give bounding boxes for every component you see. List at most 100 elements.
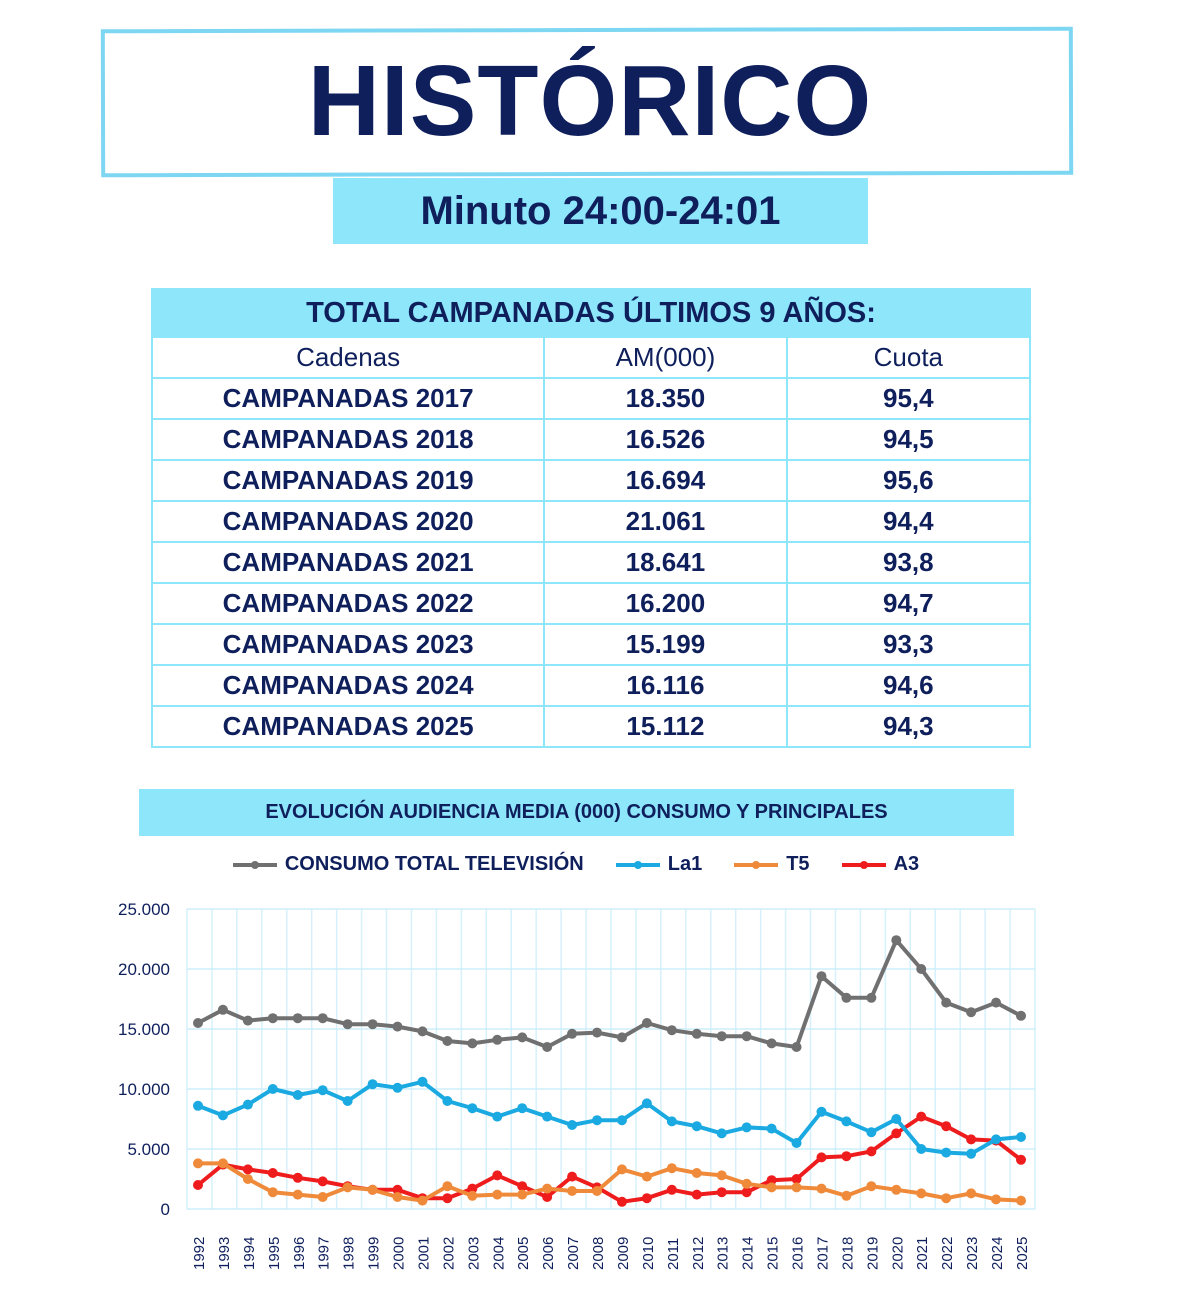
data-point xyxy=(766,1182,777,1193)
data-point xyxy=(217,1158,228,1169)
data-point xyxy=(716,1187,727,1198)
data-point xyxy=(941,1147,952,1158)
x-tick-label: 2008 xyxy=(590,1237,607,1270)
data-point xyxy=(417,1076,428,1087)
data-point xyxy=(217,1110,228,1121)
data-point xyxy=(891,935,902,946)
data-point xyxy=(941,1193,952,1204)
data-point xyxy=(517,1181,528,1192)
data-point xyxy=(866,1146,877,1157)
data-point xyxy=(217,1004,228,1015)
data-point xyxy=(1016,1010,1026,1021)
data-point xyxy=(641,1098,652,1109)
legend-marker xyxy=(615,860,660,869)
x-tick-label: 2018 xyxy=(839,1237,856,1270)
data-point xyxy=(991,997,1002,1008)
data-point xyxy=(467,1190,478,1201)
data-point xyxy=(267,1013,278,1024)
data-point xyxy=(193,1180,203,1190)
cuota-cell: 95,6 xyxy=(785,459,1032,502)
data-point xyxy=(691,1189,702,1200)
data-point xyxy=(592,1115,603,1126)
am-cell: 18.350 xyxy=(543,377,788,420)
am-cell: 16.694 xyxy=(543,459,788,502)
data-point xyxy=(691,1168,702,1178)
cadena-cell: CAMPANADAS 2020 xyxy=(150,500,546,543)
x-tick-label: 2019 xyxy=(864,1237,881,1270)
cuota-cell: 95,4 xyxy=(785,377,1032,420)
cuota-cell: 94,7 xyxy=(785,582,1032,625)
data-point xyxy=(816,1152,827,1163)
data-point xyxy=(567,1186,578,1196)
legend-label: La1 xyxy=(667,853,703,875)
data-point xyxy=(866,992,877,1003)
data-point xyxy=(367,1184,378,1195)
data-point xyxy=(716,1128,727,1139)
am-cell: 15.112 xyxy=(543,705,788,748)
data-point xyxy=(666,1116,677,1127)
data-point xyxy=(242,1174,253,1184)
data-point xyxy=(267,1187,278,1198)
cuota-cell: 94,4 xyxy=(785,500,1032,543)
data-point xyxy=(392,1184,403,1195)
am-cell: 18.641 xyxy=(543,541,788,584)
data-point xyxy=(517,1032,528,1043)
data-point xyxy=(417,1195,428,1206)
data-point xyxy=(941,997,952,1008)
data-point xyxy=(292,1013,303,1024)
data-point xyxy=(841,1116,852,1127)
cadena-cell: CAMPANADAS 2018 xyxy=(150,418,546,461)
data-point xyxy=(193,1100,203,1111)
chart-title: EVOLUCIÓN AUDIENCIA MEDIA (000) CONSUMO … xyxy=(139,789,1014,836)
data-point xyxy=(592,1027,603,1038)
y-tick-label: 25.000 xyxy=(118,900,170,919)
am-cell: 21.061 xyxy=(543,500,788,543)
y-tick-label: 0 xyxy=(161,1200,170,1219)
am-cell: 16.116 xyxy=(543,664,788,707)
data-point xyxy=(641,1018,652,1028)
cadena-cell: CAMPANADAS 2023 xyxy=(150,623,546,666)
data-point xyxy=(567,1028,578,1039)
x-tick-label: 2017 xyxy=(814,1237,831,1270)
x-tick-label: 1999 xyxy=(366,1237,383,1270)
x-tick-label: 1993 xyxy=(216,1237,233,1270)
data-point xyxy=(741,1031,752,1042)
data-point xyxy=(392,1021,403,1032)
data-point xyxy=(542,1111,553,1122)
x-tick-label: 2022 xyxy=(939,1237,956,1270)
y-tick-label: 5.000 xyxy=(127,1140,170,1159)
data-point xyxy=(866,1181,877,1192)
series-line-consumo-total-televisi-n xyxy=(197,938,1022,1049)
data-point xyxy=(392,1082,403,1093)
x-tick-label: 2006 xyxy=(540,1237,557,1270)
data-point xyxy=(641,1193,652,1204)
data-point xyxy=(791,1138,802,1148)
cadena-cell: CAMPANADAS 2024 xyxy=(150,664,546,707)
x-tick-label: 2003 xyxy=(465,1237,482,1270)
data-point xyxy=(317,1192,328,1202)
data-point xyxy=(242,1015,253,1026)
data-point xyxy=(666,1025,677,1036)
legend-label: A3 xyxy=(893,853,920,875)
campanadas-table: TOTAL CAMPANADAS ÚLTIMOS 9 AÑOS: Cadenas… xyxy=(150,288,1032,748)
data-point xyxy=(666,1184,677,1195)
column-header: Cuota xyxy=(785,336,1032,379)
data-point xyxy=(492,1111,503,1122)
y-tick-label: 20.000 xyxy=(118,960,170,979)
data-point xyxy=(467,1183,478,1194)
x-tick-label: 1998 xyxy=(341,1237,358,1270)
data-point xyxy=(766,1175,777,1186)
data-point xyxy=(791,1042,802,1052)
x-tick-label: 2023 xyxy=(964,1237,981,1270)
x-tick-label: 2016 xyxy=(790,1237,807,1270)
table-row: CAMPANADAS 2021 18.641 93,8 xyxy=(150,541,1032,584)
data-point xyxy=(442,1096,453,1106)
data-point xyxy=(741,1178,752,1189)
data-point xyxy=(517,1103,528,1114)
table-row: CAMPANADAS 2017 18.350 95,4 xyxy=(150,377,1032,420)
data-point xyxy=(1016,1195,1026,1206)
legend-marker xyxy=(841,860,886,869)
data-point xyxy=(517,1189,528,1200)
data-point xyxy=(991,1134,1002,1145)
